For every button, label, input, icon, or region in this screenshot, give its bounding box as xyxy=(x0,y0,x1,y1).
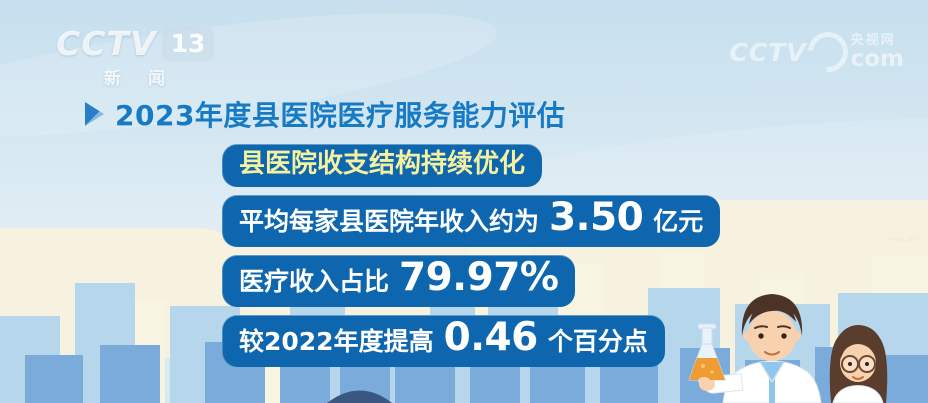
channel-number-badge: 13 xyxy=(161,26,215,61)
cctv-com-logo-text: CCTV xyxy=(729,37,807,67)
umbrella-icon xyxy=(327,390,392,403)
cctv-com-logo: CCTV 央视网 com xyxy=(729,23,904,81)
highlight-text: 县医院收支结构持续优化 xyxy=(239,149,526,179)
stat-value: 0.46 xyxy=(443,315,539,360)
stat-suffix: 个百分点 xyxy=(547,327,648,356)
stat-suffix: 亿元 xyxy=(653,207,704,236)
stat-prefix: 平均每家县医院年收入约为 xyxy=(239,207,540,236)
channel-subtitle: 新闻 xyxy=(104,69,192,89)
stats-panel: 县医院收支结构持续优化 平均每家县医院年收入约为 3.50 亿元 医疗收入占比 … xyxy=(222,144,721,367)
stat-prefix: 较2022年度提高 xyxy=(239,327,434,356)
flask-icon xyxy=(688,323,726,381)
stat-prefix: 医疗收入占比 xyxy=(239,267,390,296)
cctv-com-domain: com xyxy=(850,45,904,72)
stat-row-annual-revenue: 平均每家县医院年收入约为 3.50 亿元 xyxy=(222,195,721,247)
cctv-com-swoosh-icon xyxy=(799,23,856,81)
cctv13-logo-text: CCTV xyxy=(56,24,157,63)
nurse-illustration xyxy=(829,325,888,403)
cctv-com-site-name: 央视网 xyxy=(850,32,896,48)
highlight-banner: 县医院收支结构持续优化 xyxy=(222,144,543,187)
stat-row-medical-income-share: 医疗收入占比 79.97% xyxy=(222,255,576,307)
stat-value: 79.97% xyxy=(399,255,559,300)
stat-value: 3.50 xyxy=(549,195,644,240)
page-title: 2023年度县医院医疗服务能力评估 xyxy=(115,99,566,132)
doctor-illustration xyxy=(688,294,822,403)
play-triangle-icon xyxy=(85,102,104,126)
cctv13-logo: CCTV 13 新闻 xyxy=(56,24,215,89)
section-title-row: 2023年度县医院医疗服务能力评估 xyxy=(85,94,565,134)
bird-icon xyxy=(884,236,926,243)
stat-row-yoy-increase: 较2022年度提高 0.46 个百分点 xyxy=(222,315,665,367)
